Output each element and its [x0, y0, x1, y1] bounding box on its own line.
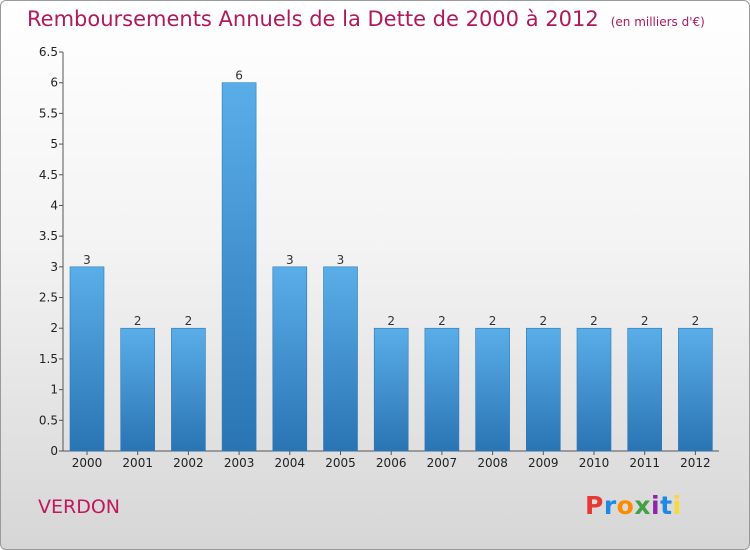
x-tick-label: 2002: [173, 456, 204, 470]
bar-2001: [120, 327, 155, 452]
logo-letter: r: [603, 491, 617, 520]
x-tick-label: 2009: [528, 456, 559, 470]
bar-value-label: 2: [692, 314, 700, 328]
x-tick-label: 2008: [477, 456, 508, 470]
x-tick-label: 2005: [325, 456, 356, 470]
x-tick-label: 2003: [224, 456, 255, 470]
bar-value-label: 2: [489, 314, 497, 328]
x-tick-label: 2006: [376, 456, 407, 470]
bar-value-label: 2: [539, 314, 547, 328]
bar-value-label: 2: [641, 314, 649, 328]
commune-name: VERDON: [38, 496, 121, 518]
y-tick-label: 4.5: [39, 168, 58, 182]
x-tick-label: 2007: [427, 456, 458, 470]
bar-2004: [272, 266, 308, 452]
bar-value-label: 2: [438, 314, 446, 328]
bar-2000: [69, 266, 105, 452]
bar-value-label: 3: [337, 253, 345, 267]
y-tick-label: 1.5: [39, 352, 58, 366]
y-tick-label: 1: [50, 383, 58, 397]
logo-letter: o: [616, 491, 635, 520]
logo-letter: t: [660, 491, 673, 520]
bar-2010: [576, 327, 612, 452]
y-tick-label: 3: [50, 260, 58, 274]
x-tick-label: 2010: [579, 456, 610, 470]
y-tick-label: 5.5: [39, 106, 58, 120]
bar-value-label: 2: [387, 314, 395, 328]
x-tick-label: 2012: [680, 456, 711, 470]
bar-2006: [373, 327, 409, 452]
bar-value-label: 3: [286, 253, 294, 267]
y-tick-label: 6: [50, 76, 58, 90]
logo-letter: i: [651, 491, 661, 520]
x-tick-label: 2000: [72, 456, 103, 470]
y-tick-label: 2: [50, 321, 58, 335]
bar-value-label: 2: [134, 314, 142, 328]
bar-2002: [171, 327, 206, 452]
bar-value-label: 6: [235, 69, 243, 83]
y-tick-label: 0.5: [39, 413, 58, 427]
x-tick-label: 2001: [122, 456, 153, 470]
bar-2011: [627, 327, 663, 452]
chart-title-text: Remboursements Annuels de la Dette de 20…: [27, 7, 599, 31]
bar-value-label: 2: [590, 314, 598, 328]
chart-unit: (en milliers d'€): [610, 15, 705, 29]
bar-2009: [525, 327, 561, 452]
x-tick-label: 2011: [629, 456, 660, 470]
logo-letter: x: [634, 491, 651, 520]
y-tick-label: 3.5: [39, 229, 58, 243]
bar-2005: [323, 266, 358, 452]
bar-2012: [678, 327, 713, 452]
chart-title: Remboursements Annuels de la Dette de 20…: [27, 7, 705, 31]
bar-2003: [221, 82, 257, 452]
logo-letter: P: [585, 491, 604, 520]
bar-value-label: 2: [185, 314, 193, 328]
proxiti-logo: Proxiti: [585, 491, 682, 520]
y-tick-label: 2.5: [39, 291, 58, 305]
x-tick-label: 2004: [275, 456, 306, 470]
y-tick-label: 4: [50, 198, 58, 212]
y-tick-label: 0: [50, 444, 58, 458]
bar-2008: [475, 327, 510, 452]
bar-value-label: 3: [83, 253, 91, 267]
y-tick-label: 6.5: [39, 45, 58, 59]
y-tick-label: 5: [50, 137, 58, 151]
bar-2007: [424, 327, 460, 452]
logo-letter: i: [672, 491, 682, 520]
